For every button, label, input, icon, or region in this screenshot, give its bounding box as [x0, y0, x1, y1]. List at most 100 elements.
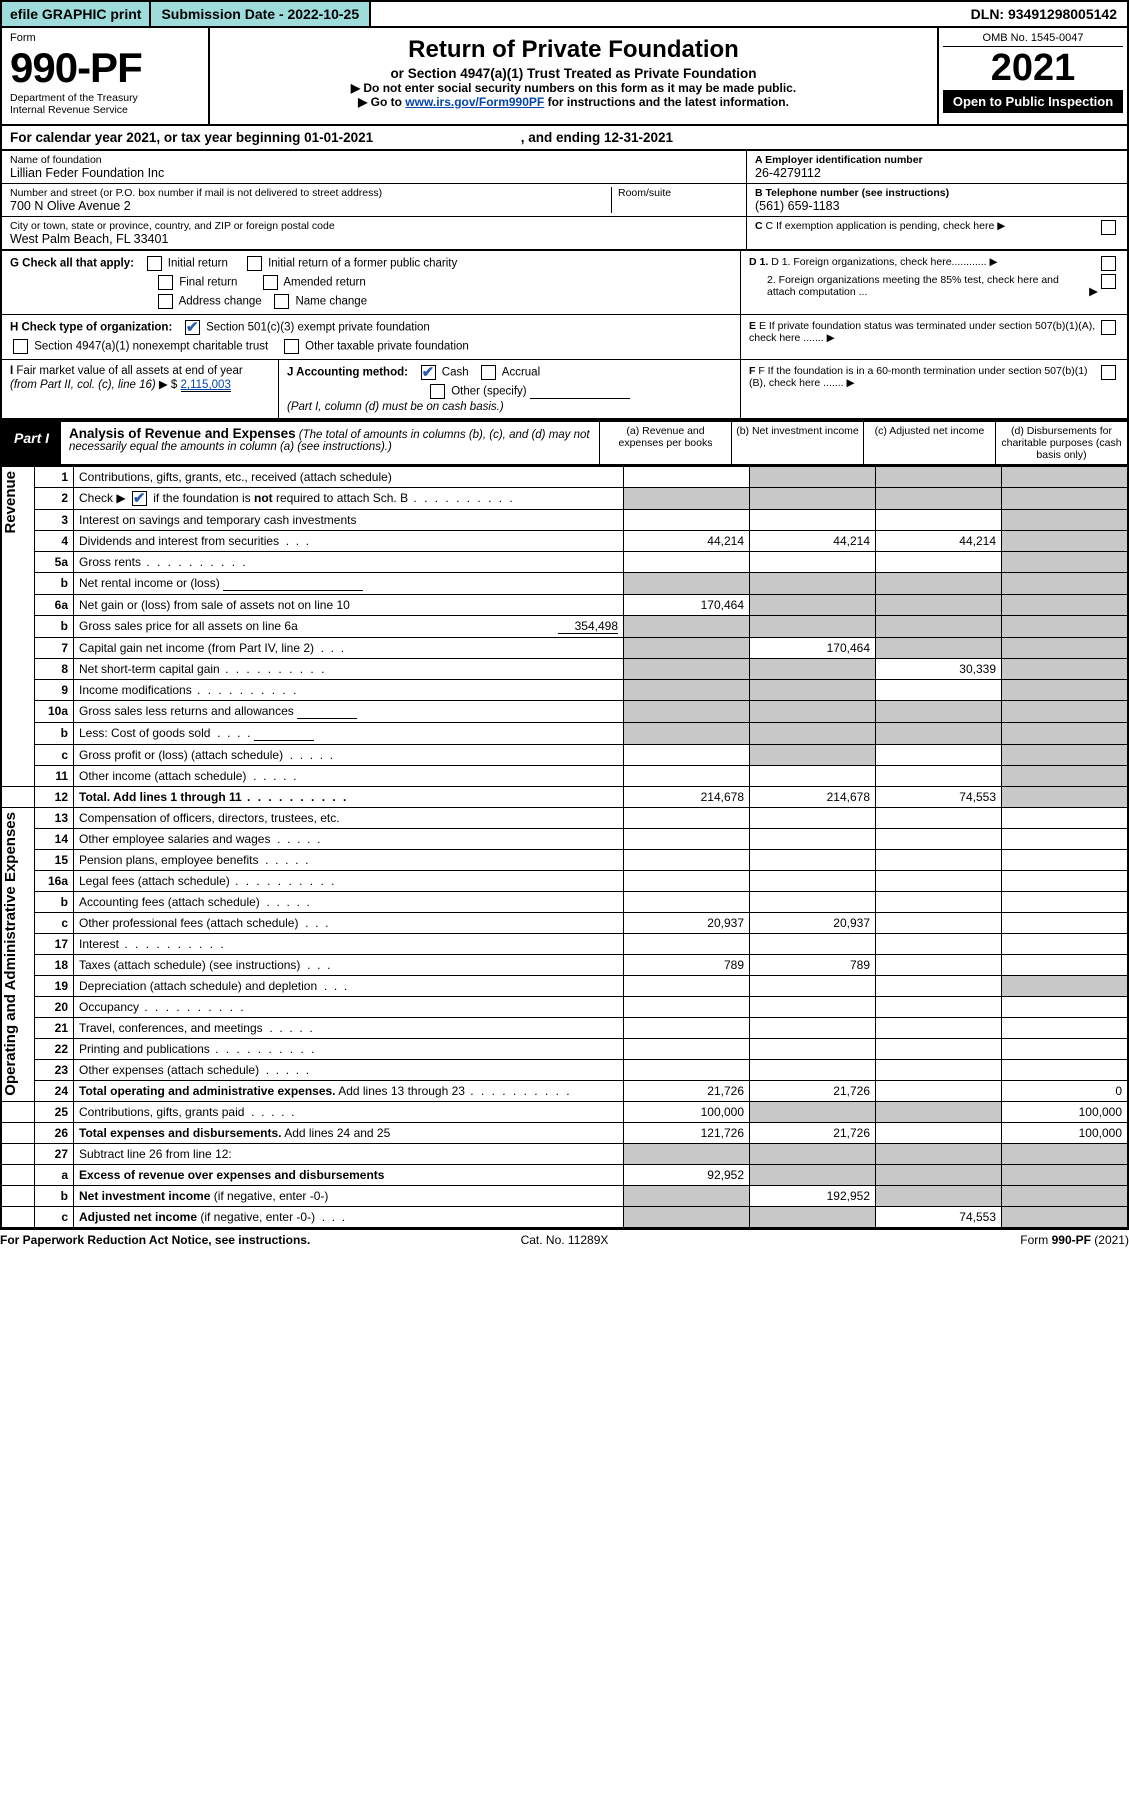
ein-label: A Employer identification number: [755, 154, 1119, 166]
addr-label: Number and street (or P.O. box number if…: [10, 187, 611, 199]
c-label: C C If exemption application is pending,…: [755, 220, 1098, 235]
g-final-return[interactable]: [158, 275, 173, 290]
row-6b-val: 354,498: [558, 619, 618, 634]
note-goto-pre: ▶ Go to: [358, 95, 405, 109]
row-4-c: 44,214: [876, 531, 1002, 552]
row-20-label: Occupancy: [74, 997, 624, 1018]
omb-number: OMB No. 1545-0047: [943, 32, 1123, 47]
row-9-num: 9: [35, 680, 74, 701]
col-b-header: (b) Net investment income: [731, 422, 863, 464]
row-8-label: Net short-term capital gain: [74, 659, 624, 680]
g-initial-former[interactable]: [247, 256, 262, 271]
row-27-label: Subtract line 26 from line 12:: [74, 1144, 624, 1165]
row-1-num: 1: [35, 467, 74, 488]
h-4947-checkbox[interactable]: [13, 339, 28, 354]
j-other-checkbox[interactable]: [430, 384, 445, 399]
row-10c-num: c: [35, 745, 74, 766]
j-cash-checkbox[interactable]: [421, 365, 436, 380]
row-15-label: Pension plans, employee benefits . . . .…: [74, 850, 624, 871]
city-state-zip: West Palm Beach, FL 33401: [10, 232, 738, 246]
row-26-num: 26: [35, 1123, 74, 1144]
h-label: H Check type of organization:: [10, 322, 172, 334]
d1-label: D 1. D 1. Foreign organizations, check h…: [749, 256, 1098, 271]
dept-treasury: Department of the Treasury: [10, 92, 200, 104]
row-8-c: 30,339: [876, 659, 1002, 680]
row-24-d: 0: [1002, 1081, 1129, 1102]
e-checkbox[interactable]: [1101, 320, 1116, 335]
row-3-label: Interest on savings and temporary cash i…: [74, 510, 624, 531]
row-27c-c: 74,553: [876, 1207, 1002, 1229]
row-6b-num: b: [35, 616, 74, 638]
row-5a-num: 5a: [35, 552, 74, 573]
c-checkbox[interactable]: [1101, 220, 1116, 235]
row-16b-num: b: [35, 892, 74, 913]
d2-checkbox[interactable]: [1101, 274, 1116, 289]
row-1-label: Contributions, gifts, grants, etc., rece…: [74, 467, 624, 488]
row-27b-num: b: [35, 1186, 74, 1207]
g-opt-2: Address change: [179, 296, 262, 308]
row-19-label: Depreciation (attach schedule) and deple…: [74, 976, 624, 997]
h-501c3-checkbox[interactable]: [185, 320, 200, 335]
row-14-num: 14: [35, 829, 74, 850]
form-subtitle: or Section 4947(a)(1) Trust Treated as P…: [220, 66, 927, 81]
row-17-label: Interest: [74, 934, 624, 955]
row-10c-label: Gross profit or (loss) (attach schedule)…: [74, 745, 624, 766]
row-16c-a: 20,937: [624, 913, 750, 934]
row-2-num: 2: [35, 488, 74, 510]
note-goto: ▶ Go to www.irs.gov/Form990PF for instru…: [220, 95, 927, 109]
name-label: Name of foundation: [10, 154, 738, 166]
row-21-label: Travel, conferences, and meetings . . . …: [74, 1018, 624, 1039]
fmv-value[interactable]: 2,115,003: [181, 379, 231, 392]
street-address: 700 N Olive Avenue 2: [10, 199, 611, 213]
ein: 26-4279112: [755, 166, 1119, 180]
j-note: (Part I, column (d) must be on cash basi…: [287, 401, 504, 413]
schb-checkbox[interactable]: [132, 491, 147, 506]
row-4-a: 44,214: [624, 531, 750, 552]
f-checkbox[interactable]: [1101, 365, 1116, 380]
row-20-num: 20: [35, 997, 74, 1018]
j-accrual-checkbox[interactable]: [481, 365, 496, 380]
row-4-b: 44,214: [750, 531, 876, 552]
g-opt-1: Final return: [179, 277, 237, 289]
form-header: Form 990-PF Department of the Treasury I…: [0, 28, 1129, 126]
e-label: E E If private foundation status was ter…: [749, 320, 1098, 344]
h-opt-1: Section 4947(a)(1) nonexempt charitable …: [34, 341, 268, 353]
telephone: (561) 659-1183: [755, 199, 1119, 213]
row-5b-num: b: [35, 573, 74, 595]
g-initial-return[interactable]: [147, 256, 162, 271]
efile-print-button[interactable]: efile GRAPHIC print: [2, 2, 151, 26]
row-11-num: 11: [35, 766, 74, 787]
h-other-checkbox[interactable]: [284, 339, 299, 354]
row-24-a: 21,726: [624, 1081, 750, 1102]
row-27b-b: 192,952: [750, 1186, 876, 1207]
g-row: G Check all that apply: Initial return I…: [10, 256, 732, 271]
row-6a-label: Net gain or (loss) from sale of assets n…: [74, 595, 624, 616]
row-24-label: Total operating and administrative expen…: [74, 1081, 624, 1102]
footer-formno: Form 990-PF (2021): [753, 1233, 1129, 1247]
row-13-label: Compensation of officers, directors, tru…: [74, 808, 624, 829]
g-address-change[interactable]: [158, 294, 173, 309]
form-info-link[interactable]: www.irs.gov/Form990PF: [405, 95, 544, 109]
g-amended-return[interactable]: [263, 275, 278, 290]
f-label: F F If the foundation is in a 60-month t…: [749, 365, 1098, 389]
h-opt-0: Section 501(c)(3) exempt private foundat…: [206, 322, 430, 334]
row-27b-label: Net investment income (if negative, ente…: [74, 1186, 624, 1207]
row-22-label: Printing and publications: [74, 1039, 624, 1060]
row-12-label: Total. Add lines 1 through 11: [74, 787, 624, 808]
note-ssn: ▶ Do not enter social security numbers o…: [220, 81, 927, 95]
row-12-num: 12: [35, 787, 74, 808]
h-opt-2: Other taxable private foundation: [305, 341, 469, 353]
d1-checkbox[interactable]: [1101, 256, 1116, 271]
row-4-num: 4: [35, 531, 74, 552]
j-opt-other: Other (specify): [451, 386, 526, 398]
g-name-change[interactable]: [274, 294, 289, 309]
cal-end: , and ending 12-31-2021: [521, 130, 673, 145]
row-18-a: 789: [624, 955, 750, 976]
row-7-label: Capital gain net income (from Part IV, l…: [74, 638, 624, 659]
note-goto-post: for instructions and the latest informat…: [544, 95, 789, 109]
row-27a-label: Excess of revenue over expenses and disb…: [74, 1165, 624, 1186]
row-27a-a: 92,952: [624, 1165, 750, 1186]
row-2-label: Check ▶ if the foundation is not require…: [74, 488, 624, 510]
calendar-year-row: For calendar year 2021, or tax year begi…: [0, 126, 1129, 151]
row-24-num: 24: [35, 1081, 74, 1102]
